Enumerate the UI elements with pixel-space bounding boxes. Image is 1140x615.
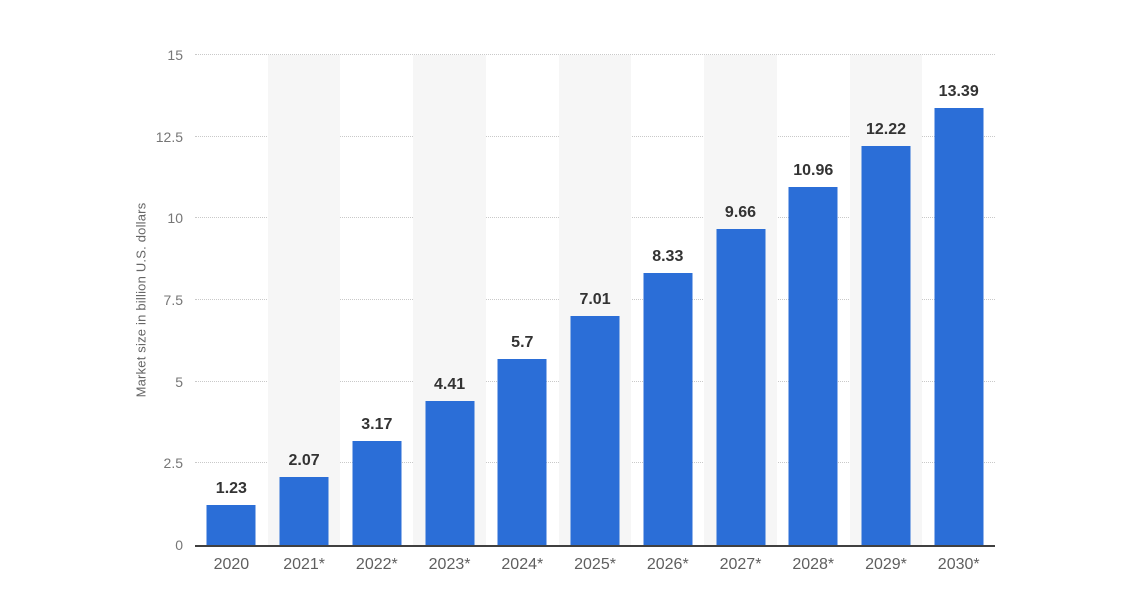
y-tick-label: 0 (175, 537, 183, 553)
bar-column: 4.41 (413, 55, 486, 545)
x-tick-label: 2027* (719, 556, 762, 573)
gridline (195, 54, 995, 55)
x-tick-label: 2028* (792, 556, 835, 573)
plot-area: 0 2.5 5 7.5 10 12.5 15 1.23 2.07 3.17 4.41 5.7 7.01… (156, 47, 995, 553)
bar-column: 3.17 (340, 55, 413, 545)
bar-column: 13.39 (922, 55, 995, 545)
bar[interactable] (497, 358, 547, 545)
bar-column: 7.01 (558, 55, 632, 545)
x-tick-label: 2026* (646, 556, 689, 573)
bar[interactable] (425, 400, 475, 545)
bar[interactable] (716, 229, 765, 545)
bar-value-label: 13.39 (938, 82, 979, 100)
bar[interactable] (352, 441, 402, 545)
bar-value-label: 1.23 (215, 479, 247, 497)
bar-column: 8.33 (631, 55, 704, 545)
bar-columns: 1.23 2.07 3.17 4.41 5.7 7.01 8.33 9.66 10.96 12.2… (195, 55, 995, 545)
bar-column: 1.23 (195, 55, 268, 545)
bar-value-label: 5.7 (511, 333, 534, 351)
bar-column: 12.22 (849, 55, 923, 545)
bar-value-label: 2.07 (288, 452, 320, 470)
bar-value-label: 8.33 (652, 247, 684, 265)
bar-value-label: 4.41 (433, 375, 466, 393)
bar-value-label: 3.17 (361, 416, 393, 434)
x-tick-label: 2029* (865, 556, 907, 573)
x-tick-label: 2030* (937, 556, 980, 573)
bar[interactable] (206, 504, 256, 545)
bar-column: 2.07 (267, 55, 341, 545)
y-axis-title: Market size in billion U.S. dollars (133, 202, 149, 398)
bar-value-label: 9.66 (724, 204, 757, 222)
x-tick-label: 2023* (428, 556, 471, 573)
bar[interactable] (788, 186, 838, 545)
y-tick-label: 5 (175, 373, 183, 390)
bar[interactable] (934, 107, 984, 545)
bar[interactable] (643, 272, 693, 545)
x-axis-tick-labels: 2020 2021* 2022* 2023* 2024* 2025* 2026* 2027* 2… (195, 556, 995, 574)
x-tick-label: 2021* (283, 556, 326, 573)
y-tick-label: 7.5 (163, 292, 183, 308)
x-tick-label: 2025* (574, 556, 616, 573)
y-tick-label: 15 (167, 47, 183, 63)
x-tick-label: 2022* (355, 556, 398, 573)
bar-column: 5.7 (486, 55, 559, 545)
bar-value-label: 10.96 (793, 161, 834, 179)
y-tick-label: 2.5 (163, 455, 183, 472)
bar-value-label: 7.01 (579, 291, 611, 309)
y-tick-label: 10 (167, 210, 183, 227)
bar[interactable] (570, 316, 620, 545)
y-tick-label: 12.5 (155, 128, 183, 145)
bar[interactable] (279, 477, 329, 545)
bar-column: 10.96 (777, 55, 850, 545)
bar-value-label: 12.22 (865, 120, 906, 138)
bar[interactable] (861, 145, 911, 545)
x-tick-label: 2024* (501, 556, 544, 573)
bar-column: 9.66 (704, 55, 777, 545)
x-tick-label: 2020 (213, 556, 250, 573)
